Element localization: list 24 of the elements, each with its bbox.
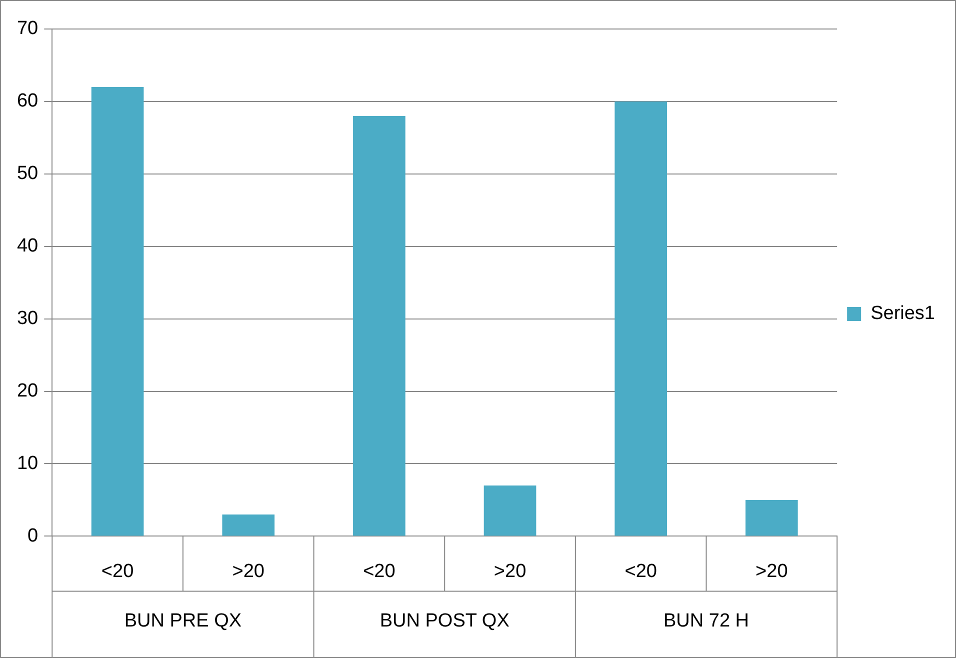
x-tick-label: <20 <box>363 560 396 582</box>
y-tick-label: 0 <box>28 525 38 546</box>
y-tick-label: 40 <box>16 236 38 257</box>
bar <box>614 101 668 536</box>
x-tick-label: >20 <box>756 560 788 582</box>
x-tick-label: <20 <box>624 560 657 582</box>
y-tick-label: 20 <box>16 380 38 402</box>
bar <box>222 514 275 536</box>
bar <box>484 485 536 536</box>
x-tick-label: >20 <box>232 560 264 582</box>
y-tick-label: 10 <box>16 452 38 474</box>
y-tick-label: 60 <box>16 90 38 112</box>
bar <box>746 500 798 536</box>
y-tick-label: 30 <box>16 308 38 330</box>
y-tick-label: 50 <box>16 163 38 184</box>
text: BUN POST QX <box>380 610 510 632</box>
y-tick-label: 70 <box>16 18 38 40</box>
text: BUN PRE QX <box>124 610 242 632</box>
text: BUN 72 H <box>663 610 750 632</box>
x-tick-label: >20 <box>494 560 526 582</box>
bar <box>91 86 144 536</box>
bar <box>353 116 406 536</box>
legend-label: Series1 <box>870 303 935 324</box>
x-tick-label: <20 <box>101 560 134 582</box>
